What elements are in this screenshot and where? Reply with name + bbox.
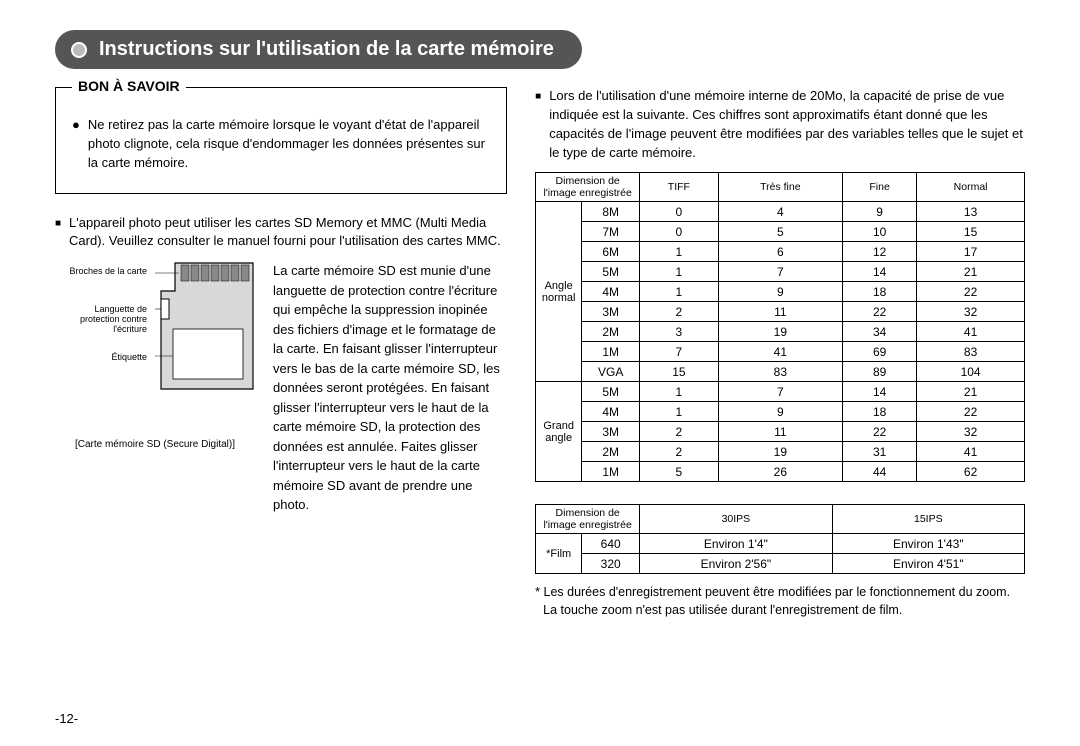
film-table: Dimension de l'image enregistrée30IPS15I…: [535, 504, 1025, 574]
sd-label-label: Étiquette: [111, 353, 147, 363]
left-note-text: L'appareil photo peut utiliser les carte…: [69, 214, 507, 252]
sd-label-lock: Languette de protection contre l'écritur…: [55, 305, 147, 335]
info-box-heading: BON À SAVOIR: [72, 78, 186, 94]
page-title: Instructions sur l'utilisation de la car…: [55, 30, 582, 69]
right-column: ■ Lors de l'utilisation d'une mémoire in…: [535, 87, 1025, 619]
right-intro: ■ Lors de l'utilisation d'une mémoire in…: [535, 87, 1025, 162]
sd-card-row: Broches de la carte Languette de protect…: [55, 261, 507, 515]
footnote-1: * Les durées d'enregistrement peuvent êt…: [535, 584, 1025, 602]
left-note: ■ L'appareil photo peut utiliser les car…: [55, 214, 507, 252]
square-bullet-icon: ■: [55, 217, 61, 255]
page-number: -12-: [55, 711, 78, 726]
square-bullet-icon: ■: [535, 90, 541, 165]
sd-paragraph: La carte mémoire SD est munie d'une lang…: [273, 261, 507, 515]
footnote-2: La touche zoom n'est pas utilisée durant…: [535, 602, 1025, 620]
info-box-bullet: ● Ne retirez pas la carte mémoire lorsqu…: [72, 116, 490, 173]
sd-card-icon: [155, 261, 255, 391]
right-intro-text: Lors de l'utilisation d'une mémoire inte…: [549, 87, 1025, 162]
sd-card-diagram: Broches de la carte Languette de protect…: [55, 261, 255, 451]
sd-caption: [Carte mémoire SD (Secure Digital)]: [55, 439, 255, 451]
capacity-table: Dimension de l'image enregistréeTIFFTrès…: [535, 172, 1025, 482]
footnotes: * Les durées d'enregistrement peuvent êt…: [535, 584, 1025, 619]
left-column: BON À SAVOIR ● Ne retirez pas la carte m…: [55, 87, 507, 619]
info-box: BON À SAVOIR ● Ne retirez pas la carte m…: [55, 87, 507, 194]
bullet-dot-icon: ●: [72, 116, 80, 173]
sd-label-pins: Broches de la carte: [69, 267, 147, 277]
content-columns: BON À SAVOIR ● Ne retirez pas la carte m…: [55, 87, 1025, 619]
info-box-text: Ne retirez pas la carte mémoire lorsque …: [88, 116, 490, 173]
